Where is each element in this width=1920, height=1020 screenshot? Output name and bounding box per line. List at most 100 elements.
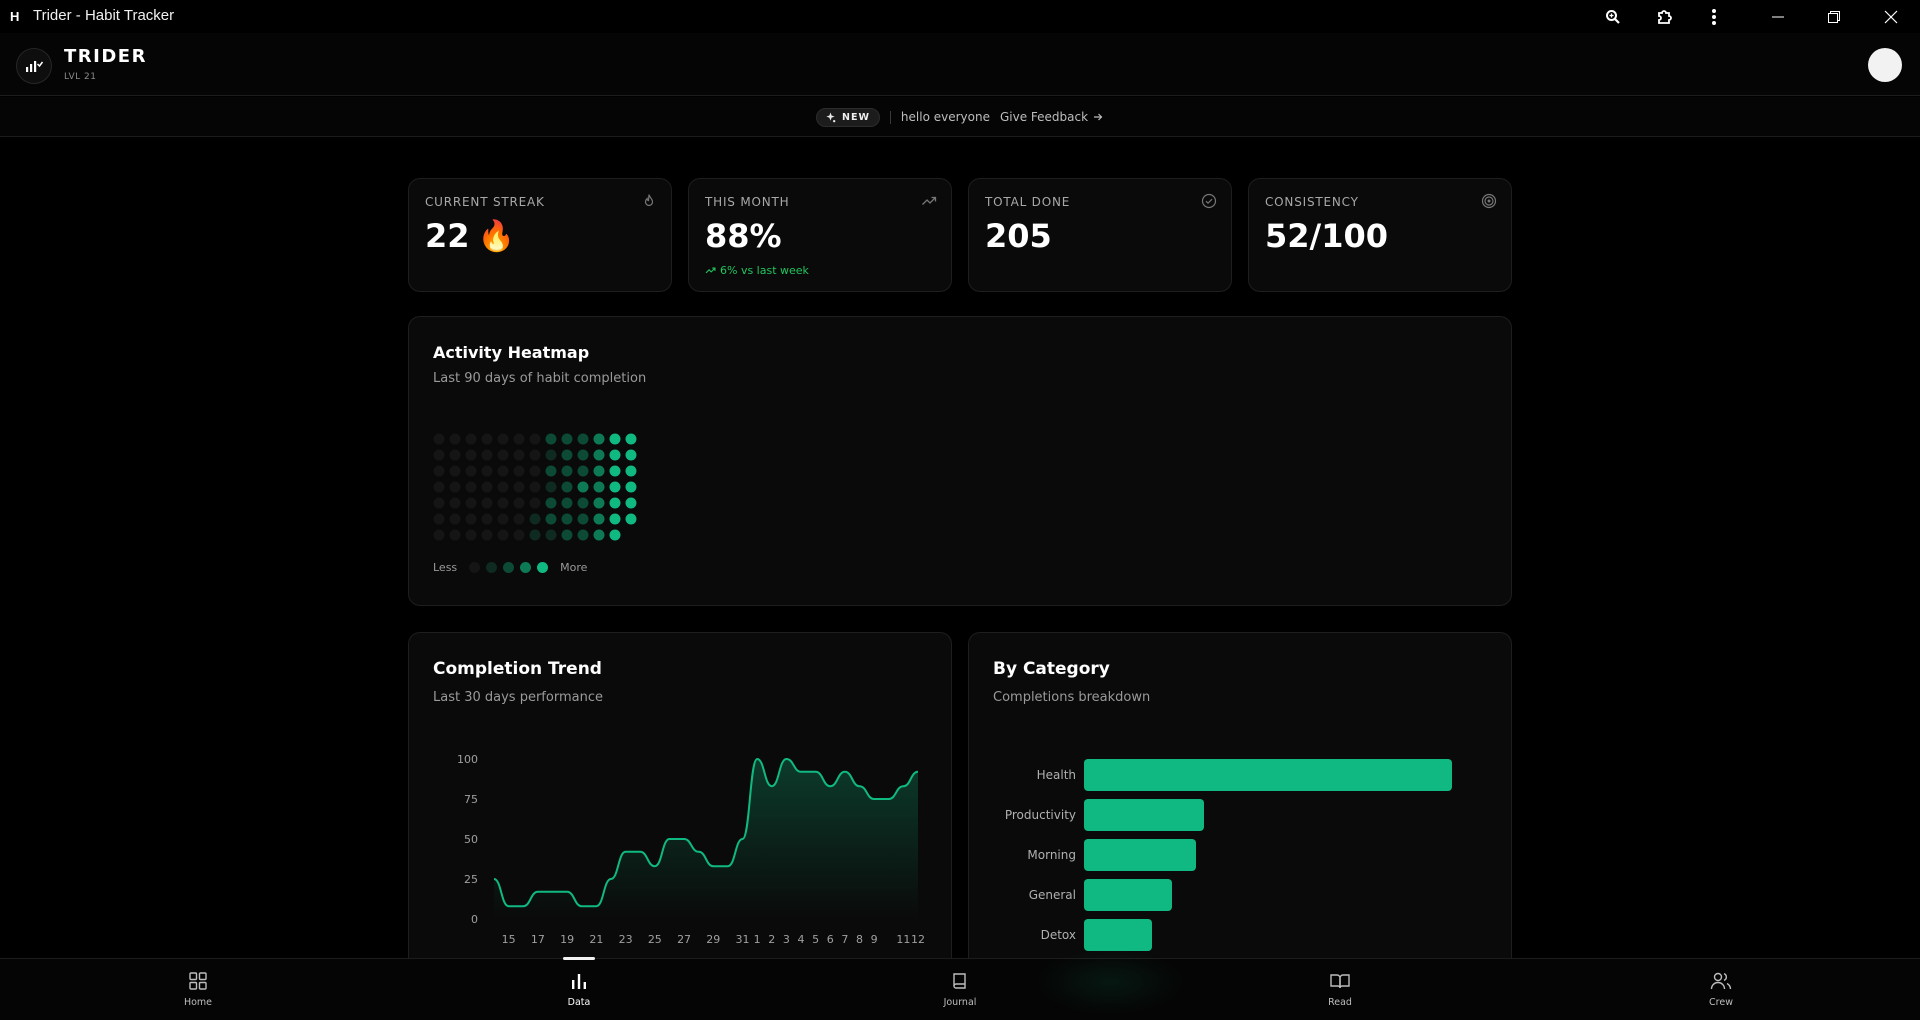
heatmap-cell[interactable] [449,513,461,525]
heatmap-cell[interactable] [545,529,557,541]
heatmap-cell[interactable] [465,481,477,493]
heatmap-cell[interactable] [561,497,573,509]
heatmap-cell[interactable] [513,529,525,541]
heatmap-cell[interactable] [513,433,525,445]
heatmap-cell[interactable] [561,481,573,493]
heatmap-cell[interactable] [593,433,605,445]
heatmap-cell[interactable] [545,433,557,445]
zoom-icon[interactable] [1600,4,1626,30]
heatmap-cell[interactable] [497,433,509,445]
heatmap-cell[interactable] [449,449,461,461]
heatmap-cell[interactable] [593,465,605,477]
more-vertical-icon[interactable] [1701,4,1727,30]
heatmap-cell[interactable] [625,513,637,525]
extensions-icon[interactable] [1652,4,1678,30]
heatmap-cell[interactable] [625,465,637,477]
heatmap-cell[interactable] [545,449,557,461]
heatmap-cell[interactable] [625,433,637,445]
heatmap-cell[interactable] [433,497,445,509]
heatmap-cell[interactable] [593,529,605,541]
heatmap-cell[interactable] [433,465,445,477]
heatmap-cell[interactable] [481,513,493,525]
heatmap-cell[interactable] [625,449,637,461]
heatmap-cell[interactable] [545,481,557,493]
brand-logo-icon[interactable] [16,48,52,84]
heatmap-cell[interactable] [561,513,573,525]
heatmap-cell[interactable] [593,513,605,525]
heatmap-cell[interactable] [465,529,477,541]
category-bar[interactable] [1084,839,1196,871]
heatmap-cell[interactable] [545,497,557,509]
heatmap-cell[interactable] [465,449,477,461]
heatmap-cell[interactable] [465,465,477,477]
heatmap-cell[interactable] [545,513,557,525]
category-bar[interactable] [1084,759,1452,791]
heatmap-cell[interactable] [497,449,509,461]
category-bar[interactable] [1084,799,1204,831]
nav-item-read[interactable]: Read [1300,971,1380,1008]
nav-item-data[interactable]: Data [539,971,619,1008]
heatmap-cell[interactable] [433,529,445,541]
heatmap-cell[interactable] [529,497,541,509]
heatmap-cell[interactable] [561,433,573,445]
heatmap-cell[interactable] [433,481,445,493]
heatmap-cell[interactable] [609,433,621,445]
heatmap-cell[interactable] [497,481,509,493]
heatmap-cell[interactable] [609,465,621,477]
heatmap-cell[interactable] [593,449,605,461]
heatmap-cell[interactable] [529,529,541,541]
heatmap-cell[interactable] [481,433,493,445]
heatmap-cell[interactable] [561,449,573,461]
heatmap-cell[interactable] [577,481,589,493]
heatmap-cell[interactable] [577,449,589,461]
heatmap-cell[interactable] [481,465,493,477]
heatmap-cell[interactable] [609,481,621,493]
heatmap-cell[interactable] [433,433,445,445]
heatmap-cell[interactable] [465,513,477,525]
heatmap-cell[interactable] [513,513,525,525]
heatmap-cell[interactable] [609,513,621,525]
heatmap-cell[interactable] [561,465,573,477]
heatmap-cell[interactable] [561,529,573,541]
heatmap-cell[interactable] [433,513,445,525]
close-icon[interactable] [1878,4,1904,30]
heatmap-cell[interactable] [625,497,637,509]
heatmap-cell[interactable] [593,481,605,493]
heatmap-cell[interactable] [481,497,493,509]
heatmap-cell[interactable] [529,465,541,477]
heatmap-cell[interactable] [513,449,525,461]
heatmap-cell[interactable] [481,449,493,461]
heatmap-cell[interactable] [513,481,525,493]
avatar[interactable] [1868,48,1902,82]
heatmap-cell[interactable] [577,433,589,445]
heatmap-cell[interactable] [513,497,525,509]
heatmap-cell[interactable] [449,497,461,509]
heatmap-cell[interactable] [609,449,621,461]
heatmap-cell[interactable] [593,497,605,509]
heatmap-cell[interactable] [433,449,445,461]
heatmap-cell[interactable] [545,465,557,477]
heatmap-cell[interactable] [481,529,493,541]
heatmap-cell[interactable] [465,497,477,509]
heatmap-cell[interactable] [513,465,525,477]
nav-item-journal[interactable]: Journal [920,971,1000,1008]
heatmap-cell[interactable] [497,513,509,525]
heatmap-cell[interactable] [577,465,589,477]
heatmap-cell[interactable] [481,481,493,493]
heatmap-cell[interactable] [465,433,477,445]
nav-item-home[interactable]: Home [158,971,238,1008]
heatmap-cell[interactable] [529,433,541,445]
heatmap-cell[interactable] [449,433,461,445]
heatmap-cell[interactable] [529,481,541,493]
heatmap-cell[interactable] [577,529,589,541]
heatmap-cell[interactable] [609,529,621,541]
minimize-icon[interactable] [1765,4,1791,30]
nav-item-crew[interactable]: Crew [1681,971,1761,1008]
heatmap-cell[interactable] [449,465,461,477]
heatmap-cell[interactable] [529,449,541,461]
category-bar[interactable] [1084,919,1152,951]
heatmap-cell[interactable] [449,529,461,541]
heatmap-cell[interactable] [577,513,589,525]
give-feedback-link[interactable]: Give Feedback [1000,110,1103,124]
heatmap-cell[interactable] [609,497,621,509]
